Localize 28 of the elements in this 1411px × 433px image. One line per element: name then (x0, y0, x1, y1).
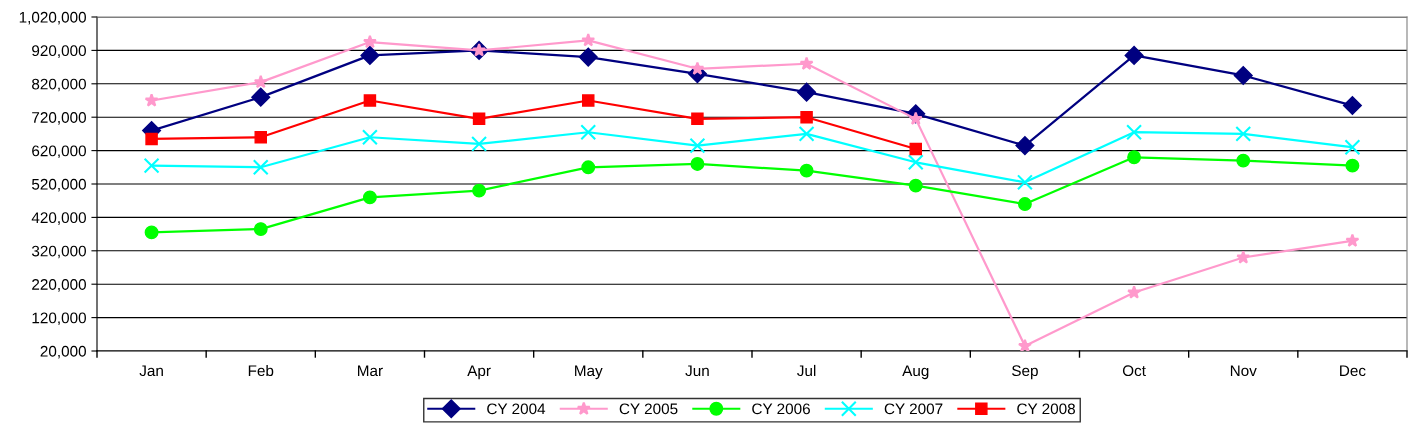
legend-label: CY 2008 (1017, 403, 1075, 415)
y-tick-label: 720,000 (32, 112, 86, 125)
x-tick-label: Oct (1122, 365, 1146, 377)
x-tick-label: Mar (358, 365, 383, 377)
x-tick-label: Feb (248, 364, 274, 377)
legend-label: CY 2005 (619, 403, 678, 415)
y-tick-label: 820,000 (32, 78, 86, 92)
y-tick-label: 220,000 (32, 279, 86, 292)
x-tick-label: Jul (797, 364, 816, 377)
x-tick-label: Nov (1230, 365, 1257, 377)
legend-label: CY 2004 (487, 403, 546, 415)
x-tick-label: Jun (685, 365, 709, 377)
y-tick-label: 120,000 (32, 312, 86, 326)
y-tick-label: 1,020,000 (19, 11, 86, 25)
x-tick-label: Jan (139, 365, 163, 377)
y-tick-label: 920,000 (32, 45, 86, 58)
x-tick-label: Aug (902, 365, 929, 380)
x-tick-label: Apr (467, 365, 491, 380)
y-tick-label: 520,000 (31, 178, 86, 192)
y-tick-label: 620,000 (32, 145, 86, 159)
legend-label: CY 2007 (884, 403, 943, 415)
y-tick-label: 420,000 (31, 212, 86, 225)
legend-label: CY 2006 (752, 403, 810, 415)
x-tick-label: Sep (1012, 365, 1038, 380)
x-tick-label: Dec (1340, 365, 1366, 377)
y-tick-label: 320,000 (31, 245, 86, 259)
x-tick-label: May (575, 365, 603, 380)
y-tick-label: 20,000 (40, 345, 86, 359)
